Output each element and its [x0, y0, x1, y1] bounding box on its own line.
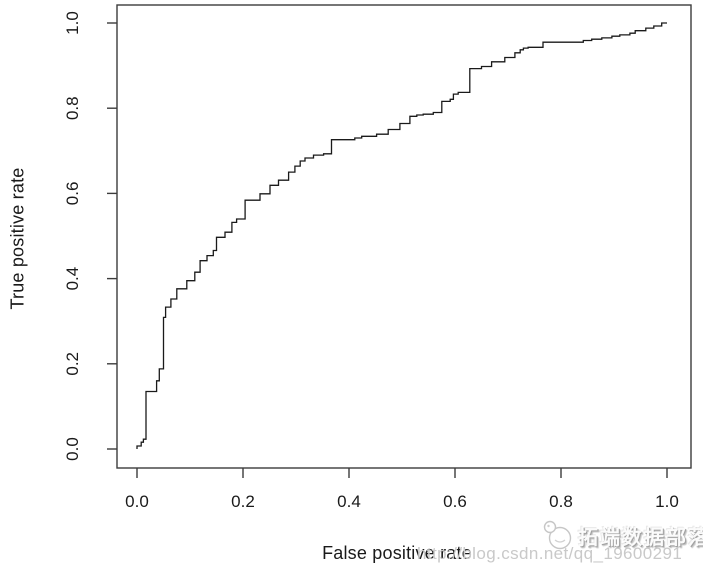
y-axis: 0.0 0.2 0.4 0.6 0.8 1.0 [63, 11, 117, 461]
x-axis: 0.0 0.2 0.4 0.6 0.8 1.0 [125, 468, 679, 511]
x-tick-label: 0.8 [549, 492, 573, 511]
x-tick-label: 0.2 [231, 492, 255, 511]
x-tick-label: 0.0 [125, 492, 149, 511]
y-tick-label: 0.4 [63, 267, 82, 291]
y-tick-label: 0.2 [63, 352, 82, 376]
plot-box [116, 4, 692, 469]
y-tick-label: 0.6 [63, 182, 82, 206]
y-tick-label: 0.0 [63, 437, 82, 461]
y-axis-label: True positive rate [7, 167, 28, 310]
y-tick-label: 0.8 [63, 96, 82, 120]
brand-watermark: 拓端数据部落 [541, 518, 703, 552]
x-axis-label: False positive rate [322, 543, 472, 563]
csdn-url-watermark: http://blog.csdn.net/qq_19600291 [417, 544, 683, 563]
roc-curve [136, 22, 667, 449]
x-tick-label: 1.0 [655, 492, 679, 511]
y-tick-label: 1.0 [63, 11, 82, 35]
x-tick-label: 0.4 [337, 492, 361, 511]
taduan-logo-icon [543, 520, 572, 550]
x-tick-label: 0.6 [443, 492, 467, 511]
brand-watermark-text: 拓端数据部落 [578, 526, 703, 549]
